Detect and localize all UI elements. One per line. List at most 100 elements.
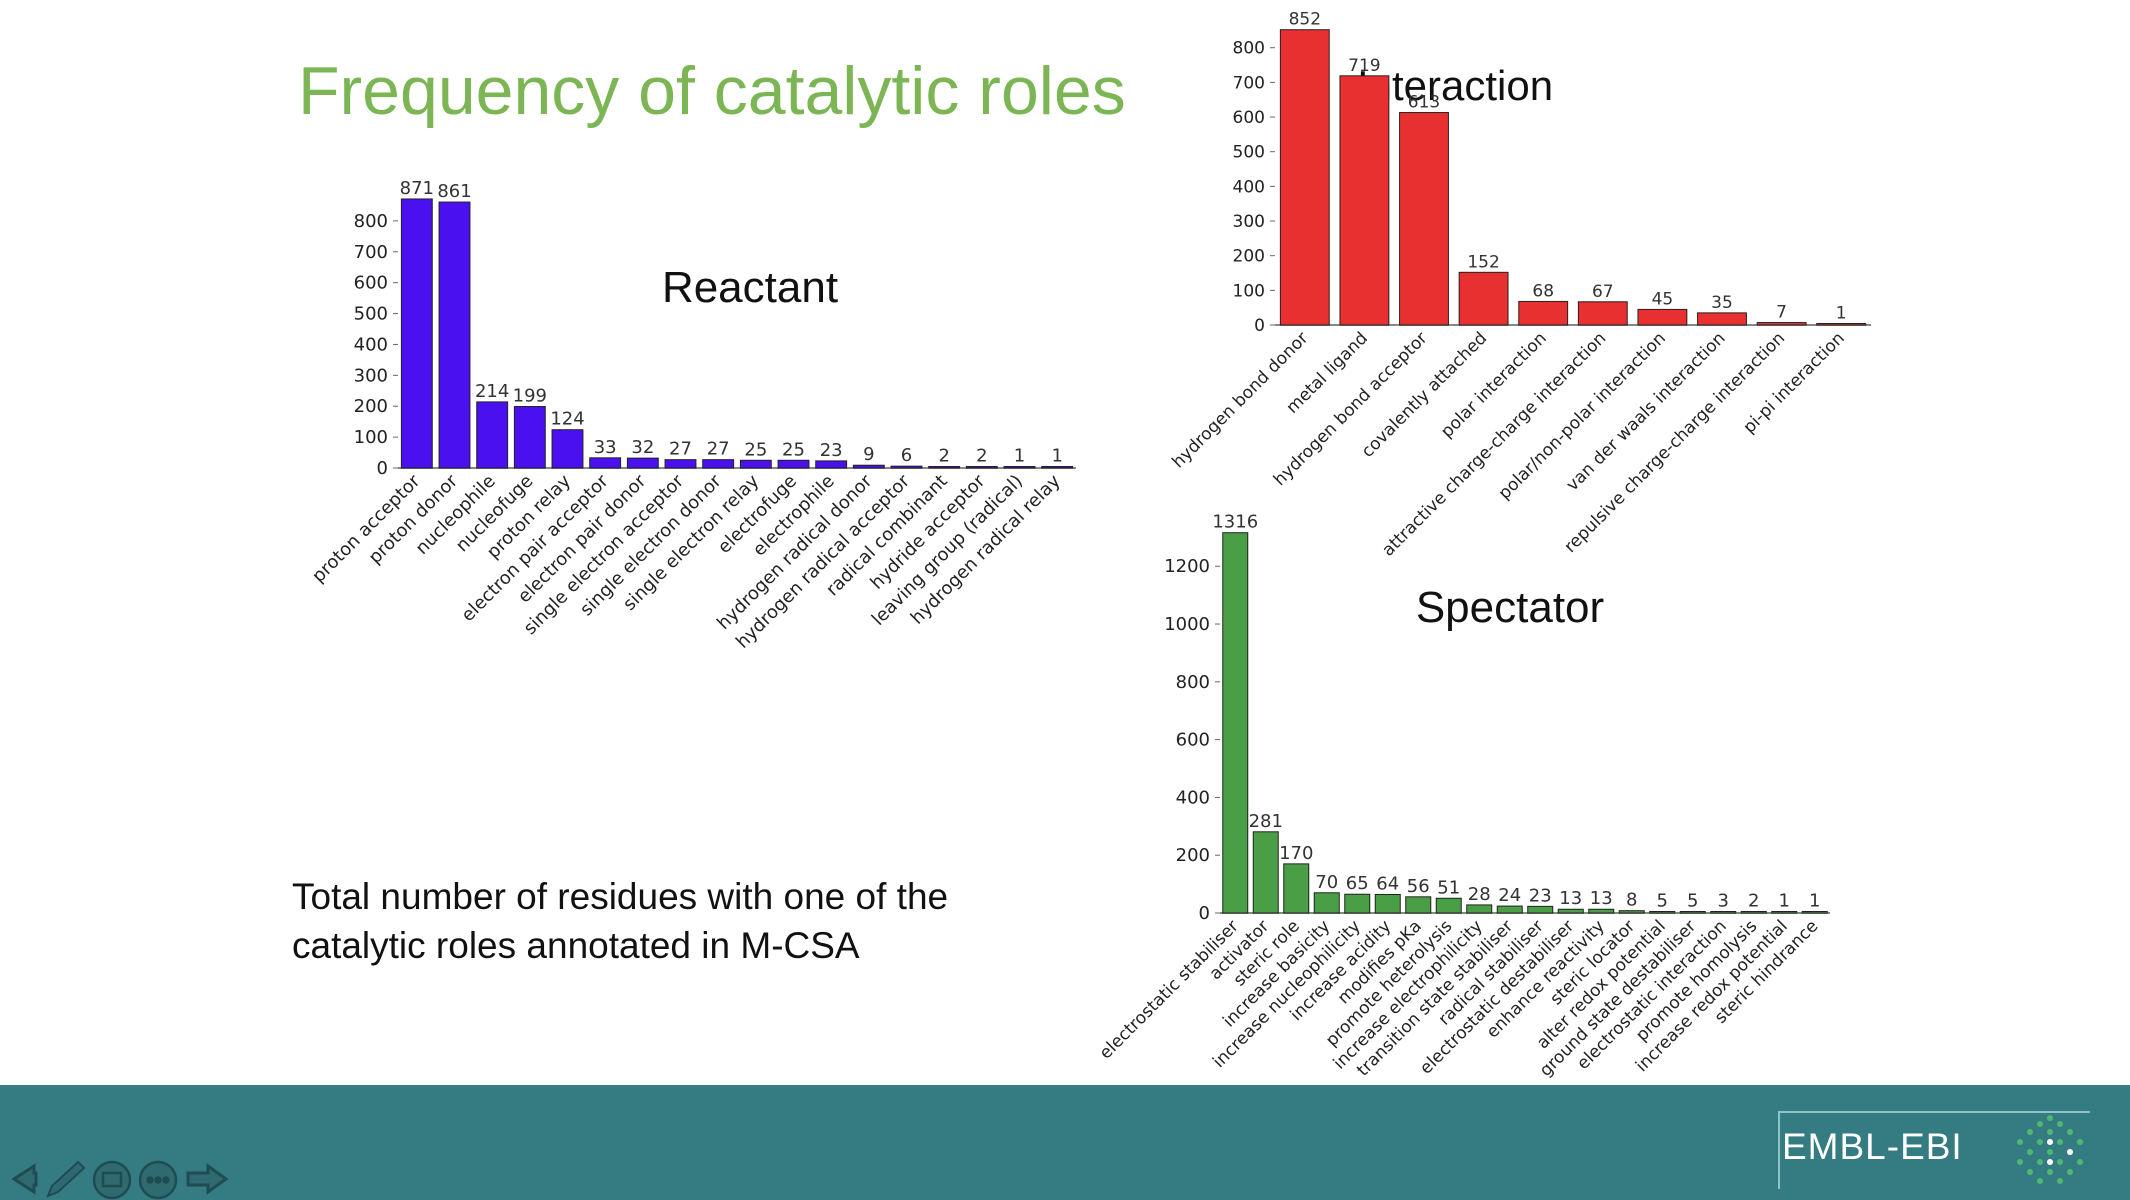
reactant-y-tick-label: 200 <box>354 396 388 417</box>
reactant-bar <box>852 464 885 469</box>
spectator-bar <box>1679 911 1706 914</box>
reactant-bar <box>1003 466 1036 469</box>
spectator-bar-value-label: 70 <box>1315 872 1338 893</box>
reactant-bar-value-label: 2 <box>976 446 987 467</box>
spectator-y-tick-label: 800 <box>1176 672 1210 693</box>
reactant-bar <box>476 401 509 469</box>
interaction-bar-value-label: 68 <box>1532 281 1554 301</box>
more-icon[interactable] <box>138 1160 178 1200</box>
interaction-y-tick-label: 100 <box>1233 281 1265 301</box>
interaction-chart: Interaction0100200300400500600700800852h… <box>1168 10 1871 561</box>
interaction-bar <box>1279 29 1330 326</box>
pen-icon[interactable] <box>46 1160 86 1198</box>
interaction-bar-value-label: 35 <box>1711 293 1733 313</box>
reactant-bar <box>400 198 433 469</box>
spectator-bar <box>1618 910 1645 914</box>
interaction-y-tick-label: 200 <box>1233 247 1265 267</box>
interaction-bar <box>1577 301 1628 326</box>
spectator-bar-value-label: 13 <box>1559 888 1582 909</box>
spectator-bar-value-label: 24 <box>1498 885 1521 906</box>
spectator-bar-value-label: 56 <box>1407 876 1430 897</box>
spectator-bar <box>1496 905 1523 914</box>
nav-icons <box>11 1160 229 1200</box>
slide: Frequency of catalytic roles Reactant 0 10… <box>292 9 1871 1081</box>
interaction-category-label: pi-pi interaction <box>1739 328 1848 437</box>
spectator-bar <box>1283 863 1310 914</box>
reactant-y-tick-label: 600 <box>354 273 388 294</box>
interaction-chart-title: Interaction <box>1357 62 1553 109</box>
reactant-chart-title: Reactant <box>662 263 838 312</box>
spectator-bar <box>1527 905 1554 914</box>
spectator-bar-value-label: 28 <box>1468 884 1491 905</box>
reactant-bar <box>965 466 998 469</box>
interaction-y-tick-label: 0 <box>1254 316 1265 336</box>
reactant-bar <box>664 459 697 469</box>
reactant-bar-value-label: 33 <box>594 437 617 458</box>
reactant-bar-value-label: 23 <box>820 440 843 461</box>
interaction-bar-value-label: 7 <box>1776 303 1787 323</box>
reactant-y-tick-label: 300 <box>354 365 388 386</box>
spectator-bar <box>1405 896 1432 914</box>
spectator-y-tick-label: 400 <box>1176 787 1210 808</box>
reactant-bar <box>815 460 848 469</box>
arrow-right-icon[interactable] <box>186 1163 229 1195</box>
spectator-y-tick-label: 0 <box>1199 903 1210 924</box>
spectator-bar-value-label: 1 <box>1779 891 1790 912</box>
spectator-bar-value-label: 281 <box>1249 811 1283 832</box>
spectator-bar <box>1435 897 1462 914</box>
spectator-bar <box>1222 532 1249 914</box>
reactant-bar-value-label: 9 <box>863 444 874 465</box>
reactant-bar <box>626 457 659 469</box>
arrow-left-icon[interactable] <box>11 1163 38 1195</box>
spectator-bar <box>1313 892 1340 914</box>
interaction-bar-value-label: 852 <box>1289 10 1321 30</box>
spectator-bar-value-label: 3 <box>1718 891 1729 912</box>
interaction-bar-value-label: 67 <box>1592 282 1614 302</box>
reactant-bar <box>702 459 735 469</box>
interaction-y-tick-label: 700 <box>1233 73 1265 93</box>
spectator-bar <box>1557 908 1584 914</box>
reactant-bar-value-label: 1 <box>1051 446 1062 467</box>
interaction-bar <box>1458 271 1509 326</box>
spectator-bar-value-label: 65 <box>1346 873 1369 894</box>
reactant-bar-value-label: 6 <box>901 445 912 466</box>
spectator-bar <box>1344 893 1371 914</box>
spectator-y-tick-label: 1200 <box>1164 556 1210 577</box>
spectator-bar-value-label: 23 <box>1529 885 1552 906</box>
reactant-y-tick-label: 400 <box>354 334 388 355</box>
spectator-bar-value-label: 13 <box>1590 888 1613 909</box>
spectator-bar-value-label: 64 <box>1376 874 1399 895</box>
reactant-bar-value-label: 214 <box>475 381 509 402</box>
spectator-bar-value-label: 1 <box>1809 891 1820 912</box>
interaction-bar-value-label: 152 <box>1467 252 1499 272</box>
interaction-bar <box>1756 322 1807 326</box>
reactant-y-tick-label: 0 <box>377 458 388 479</box>
interaction-bar-value-label: 719 <box>1348 56 1380 76</box>
reactant-bar-value-label: 25 <box>782 439 805 460</box>
interaction-bar <box>1697 312 1747 326</box>
interaction-y-tick-label: 500 <box>1233 143 1265 163</box>
spectator-bar <box>1771 911 1798 914</box>
reactant-bar-value-label: 32 <box>631 437 654 458</box>
spectator-y-tick-label: 1000 <box>1164 614 1210 635</box>
spectator-bar <box>1710 911 1737 914</box>
embl-ebi-logo <box>1778 1111 2090 1189</box>
spectator-bar-value-label: 5 <box>1687 891 1698 912</box>
spectator-bar <box>1252 831 1279 914</box>
reactant-bar <box>890 465 923 469</box>
logo-text: EMBL-EBI <box>1782 1126 1963 1167</box>
spectator-bar <box>1649 911 1676 914</box>
spectator-bar-value-label: 8 <box>1626 890 1637 911</box>
interaction-y-tick-label: 400 <box>1233 177 1265 197</box>
reactant-bar <box>739 459 772 469</box>
spectator-bar-value-label: 51 <box>1437 877 1460 898</box>
interaction-category-label: polar interaction <box>1437 328 1551 442</box>
spectator-bar-value-label: 2 <box>1748 891 1759 912</box>
spectator-chart: Spectator 0 200 400 600 800 1000 1200 1316 electr… <box>1096 512 1830 1081</box>
spectator-bar <box>1801 911 1828 914</box>
reactant-y-tick-label: 100 <box>354 427 388 448</box>
interaction-bar <box>1816 323 1867 326</box>
reactant-chart: Reactant0100200300400500600700800871prot… <box>308 178 1076 653</box>
footnote: Total number of residues with one of the… <box>292 876 949 966</box>
slides-icon[interactable] <box>92 1160 132 1200</box>
